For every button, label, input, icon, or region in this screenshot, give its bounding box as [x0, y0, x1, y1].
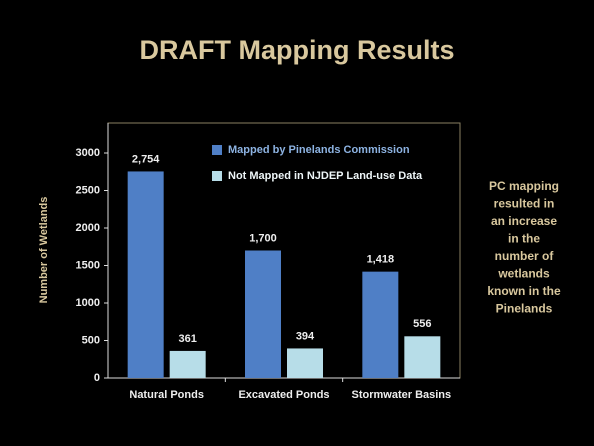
bar — [362, 271, 399, 378]
value-label: 394 — [296, 330, 315, 342]
value-label: 1,700 — [249, 232, 277, 244]
x-tick-label: Excavated Ponds — [238, 389, 329, 401]
legend-label: Not Mapped in NJDEP Land-use Data — [228, 170, 423, 182]
bar — [169, 350, 206, 378]
bar — [287, 348, 323, 378]
legend-swatch — [212, 171, 222, 181]
y-tick-label: 0 — [94, 372, 100, 384]
bar — [127, 171, 164, 378]
annotation: Pinelands — [496, 302, 553, 316]
value-label: 1,418 — [367, 254, 395, 266]
value-label: 361 — [178, 333, 196, 345]
x-tick-label: Stormwater Basins — [352, 389, 452, 401]
y-tick-label: 3000 — [76, 147, 100, 159]
annotation: known in the — [487, 284, 561, 298]
bar — [404, 336, 441, 378]
annotation: in the — [508, 232, 540, 246]
annotation: resulted in — [494, 197, 555, 211]
y-tick-label: 1000 — [76, 297, 100, 309]
annotation: PC mapping — [489, 179, 559, 193]
y-axis-label: Number of Wetlands — [38, 197, 50, 304]
y-tick-label: 2500 — [76, 184, 100, 196]
bar — [245, 250, 281, 378]
y-tick-label: 500 — [82, 334, 100, 346]
x-tick-label: Natural Ponds — [129, 389, 204, 401]
annotation: wetlands — [497, 267, 550, 281]
annotation: an increase — [491, 214, 557, 228]
value-label: 556 — [413, 318, 431, 330]
y-tick-label: 1500 — [76, 259, 100, 271]
annotation: number of — [495, 249, 555, 263]
y-tick-label: 2000 — [76, 222, 100, 234]
value-label: 2,754 — [132, 153, 160, 165]
legend-label: Mapped by Pinelands Commission — [228, 144, 410, 156]
legend-swatch — [212, 145, 222, 155]
chart-title: DRAFT Mapping Results — [140, 35, 455, 65]
